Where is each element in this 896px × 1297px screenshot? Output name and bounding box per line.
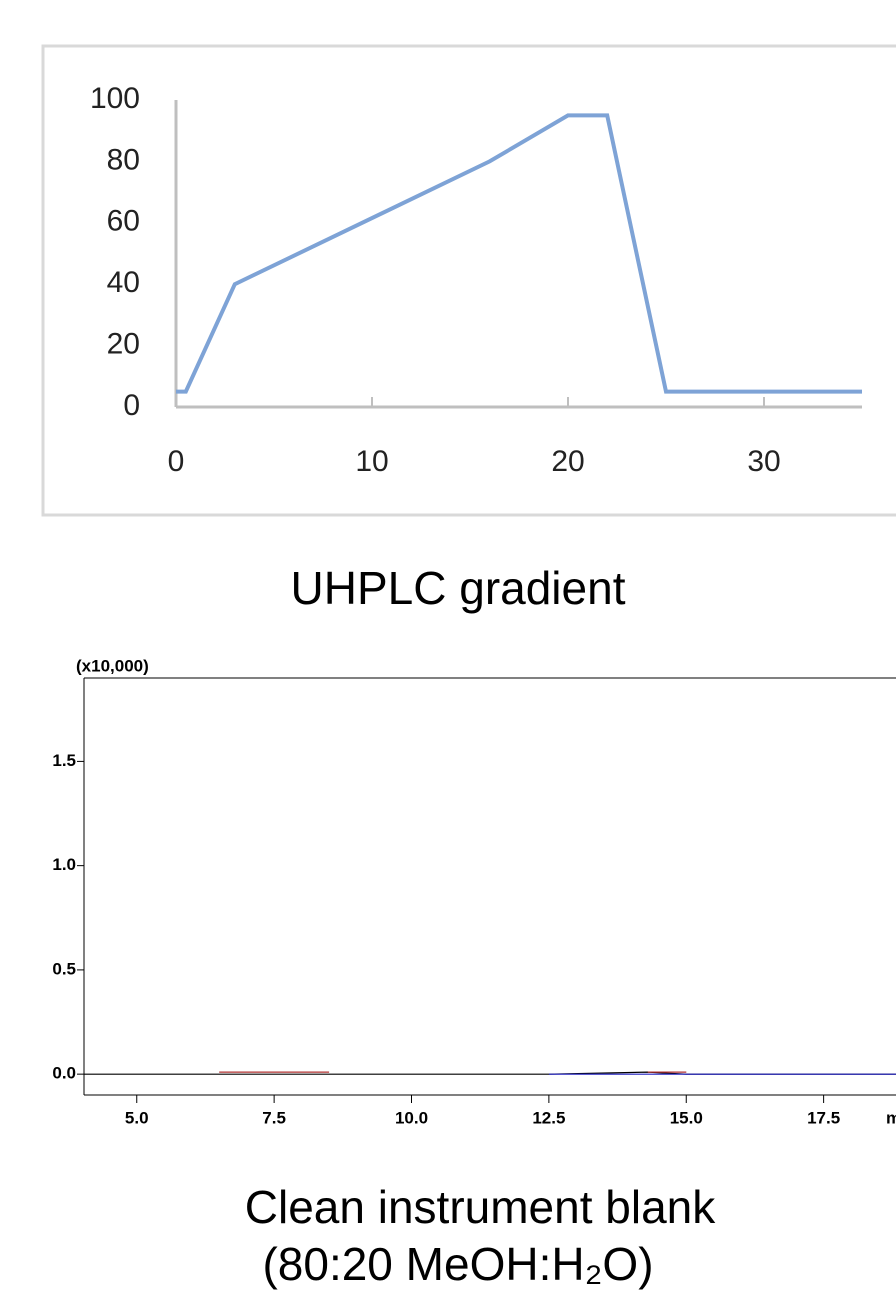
y-tick-label: 0 [123, 389, 140, 422]
x-tick-label: 0 [168, 445, 185, 478]
caption: Clean instrument blank [245, 1181, 716, 1233]
y-tick-label: 1.5 [52, 751, 76, 770]
plot-area [176, 113, 862, 394]
x-tick-label: 17.5 [807, 1108, 840, 1127]
y-tick-label: 0.0 [52, 1064, 76, 1083]
x-tick-label: 7.5 [262, 1108, 286, 1127]
x-tick-label: 5.0 [125, 1108, 149, 1127]
y-tick-label: 20 [107, 328, 140, 361]
x-tick-label: 30 [747, 445, 780, 478]
y-tick-label: 80 [107, 143, 140, 176]
x-tick-label: 15.0 [670, 1108, 703, 1127]
y-tick-label: 1.0 [52, 855, 76, 874]
chart-frame [41, 44, 896, 517]
x-tick-label: 12.5 [532, 1108, 565, 1127]
x-tick-label: 10 [355, 445, 388, 478]
y-tick-label: 0.5 [52, 959, 76, 978]
y-axis-label: (x10,000) [76, 656, 149, 675]
x-tick-label: 10.0 [395, 1108, 428, 1127]
y-tick-label: 40 [107, 266, 140, 299]
data-line [176, 113, 862, 394]
y-tick-label: 100 [90, 82, 140, 115]
x-axis-label: min [886, 1108, 896, 1127]
caption: (80:20 MeOH:H₂O) [262, 1238, 653, 1290]
y-tick-label: 60 [107, 205, 140, 238]
plot-area [84, 1071, 896, 1075]
x-tick-label: 20 [551, 445, 584, 478]
caption: UHPLC gradient [291, 562, 626, 614]
